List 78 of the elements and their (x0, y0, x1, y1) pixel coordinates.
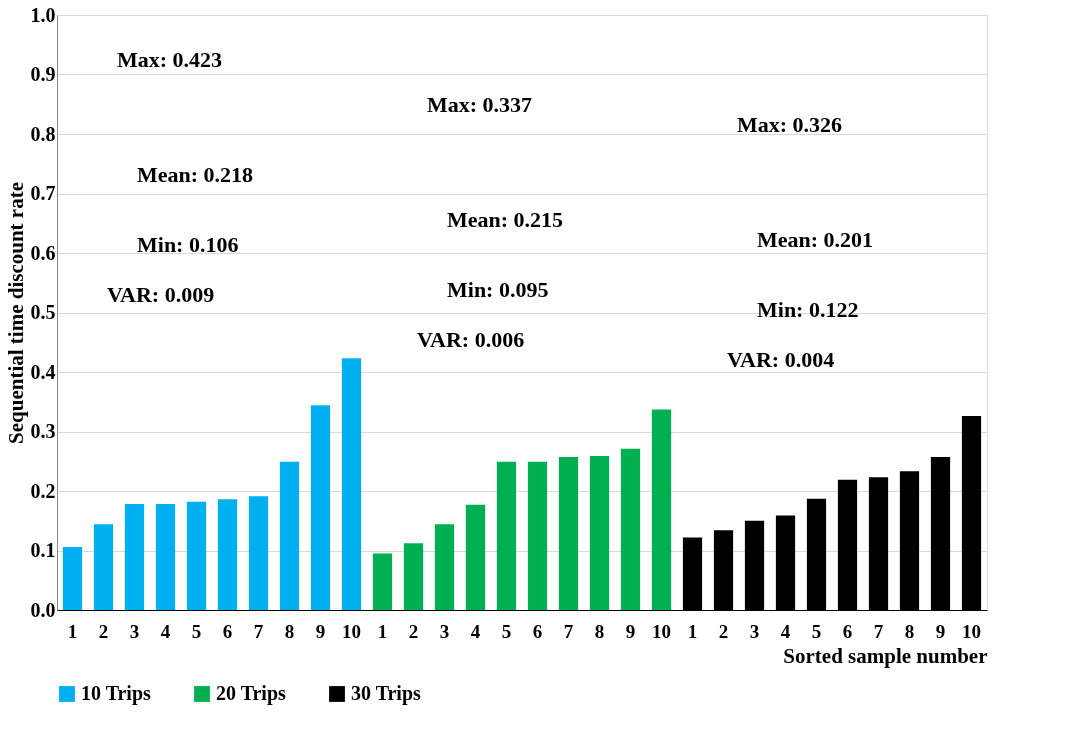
bar (62, 546, 83, 610)
x-tick-label: 6 (222, 620, 233, 642)
x-tick-label: 6 (842, 620, 853, 642)
x-tick-label: 4 (160, 620, 171, 642)
annotation: Min: 0.122 (757, 297, 859, 322)
x-tick-label: 6 (532, 620, 543, 642)
x-tick-label: 9 (935, 620, 946, 642)
y-tick-label: 0.2 (30, 479, 56, 502)
annotation: Min: 0.106 (137, 232, 239, 257)
x-tick-label: 5 (811, 620, 822, 642)
annotation: VAR: 0.009 (107, 282, 215, 307)
y-tick-label: 0.9 (30, 63, 56, 85)
bar (589, 455, 610, 610)
x-tick-label: 10 (652, 620, 671, 642)
bar (124, 504, 145, 610)
x-tick-label: 9 (625, 620, 636, 642)
x-tick-label: 2 (718, 620, 729, 642)
x-tick-label: 3 (749, 620, 760, 642)
x-tick-label: 7 (253, 620, 264, 642)
annotation: VAR: 0.006 (417, 327, 525, 352)
y-tick-label: 0.6 (30, 241, 56, 264)
bar (465, 504, 486, 610)
bar (496, 461, 517, 610)
legend-label: 20 Trips (216, 682, 287, 705)
bar (527, 461, 548, 610)
bar (217, 499, 238, 610)
x-tick-label: 4 (780, 620, 791, 642)
y-tick-label: 0.5 (30, 301, 56, 323)
x-axis-title: Sorted sample number (783, 643, 988, 668)
x-tick-label: 8 (594, 620, 605, 642)
bar (248, 496, 269, 610)
annotation: Max: 0.326 (737, 112, 843, 137)
bar (310, 405, 331, 610)
y-tick-label: 0.8 (30, 122, 56, 145)
x-tick-label: 7 (873, 620, 884, 642)
bar (186, 501, 207, 610)
bar (620, 448, 641, 610)
x-tick-label: 9 (315, 620, 326, 642)
annotation: Mean: 0.201 (757, 227, 874, 252)
bar (651, 409, 672, 610)
x-tick-label: 2 (98, 620, 109, 642)
annotation: Min: 0.095 (447, 277, 549, 302)
bar (434, 524, 455, 610)
annotation: Mean: 0.215 (447, 207, 564, 232)
legend-label: 10 Trips (81, 682, 152, 705)
y-axis-title: Sequential time discount rate (3, 182, 28, 444)
y-tick-label: 0.4 (30, 360, 56, 383)
y-tick-label: 0.0 (30, 598, 56, 621)
y-tick-label: 1.0 (30, 3, 56, 26)
x-tick-label: 10 (342, 620, 361, 642)
annotation: VAR: 0.004 (727, 347, 835, 372)
bar (341, 358, 362, 610)
x-tick-label: 2 (408, 620, 419, 642)
x-tick-label: 1 (687, 620, 698, 642)
bar (155, 504, 176, 610)
bar (558, 457, 579, 610)
y-tick-label: 0.7 (30, 182, 56, 204)
bar (93, 524, 114, 610)
bar (372, 553, 393, 610)
annotation: Mean: 0.218 (137, 162, 254, 187)
x-tick-label: 8 (904, 620, 915, 642)
y-tick-label: 0.3 (30, 420, 56, 442)
legend-label: 30 Trips (351, 682, 422, 705)
y-tick-label: 0.1 (30, 539, 56, 561)
x-tick-label: 3 (129, 620, 140, 642)
x-tick-label: 1 (67, 620, 78, 642)
x-tick-label: 10 (962, 620, 981, 642)
x-tick-label: 5 (501, 620, 512, 642)
x-tick-label: 4 (470, 620, 481, 642)
bar (403, 543, 424, 610)
annotation: Max: 0.337 (427, 92, 533, 117)
x-tick-label: 7 (563, 620, 574, 642)
annotation: Max: 0.423 (117, 47, 223, 72)
x-tick-label: 5 (191, 620, 202, 642)
x-tick-label: 1 (377, 620, 388, 642)
bar (279, 461, 300, 610)
x-tick-label: 8 (284, 620, 295, 642)
x-tick-label: 3 (439, 620, 450, 642)
